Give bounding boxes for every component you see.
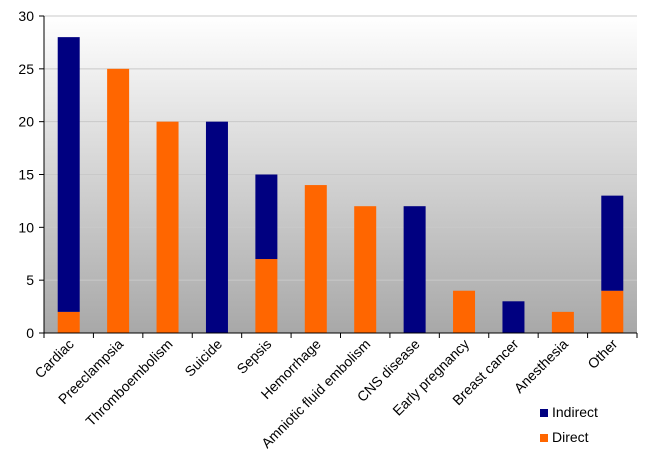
y-tick-label: 5 <box>26 272 34 288</box>
y-tick-label: 20 <box>18 114 34 130</box>
bar-indirect <box>57 37 80 312</box>
bar-direct <box>601 290 624 333</box>
x-category-label: Other <box>584 336 620 372</box>
gridlines <box>44 15 637 281</box>
legend-swatch-indirect <box>540 409 548 417</box>
bar-direct <box>156 121 179 334</box>
bar-direct <box>255 259 278 333</box>
y-tick-label: 0 <box>26 325 34 341</box>
bar-indirect <box>502 301 525 333</box>
legend-label-direct: Direct <box>552 429 589 445</box>
bar-indirect <box>255 174 278 260</box>
y-tick-labels: 0 5 10 15 20 25 30 <box>18 8 34 341</box>
y-tick-label: 10 <box>18 219 34 235</box>
x-category-label: Anesthesia <box>511 336 571 396</box>
x-category-label: Sepsis <box>233 336 274 377</box>
bar-indirect <box>403 206 426 333</box>
bar-direct <box>304 185 327 333</box>
bar-direct <box>107 68 130 333</box>
bar-indirect <box>205 121 228 334</box>
legend-swatch-direct <box>540 434 548 442</box>
legend-label-indirect: Indirect <box>552 404 598 420</box>
axes <box>39 15 638 338</box>
bar-indirect <box>601 195 624 291</box>
y-tick-label: 25 <box>18 61 34 77</box>
bars <box>57 37 624 334</box>
x-category-label: Suicide <box>181 336 225 380</box>
bar-direct <box>551 311 574 333</box>
bar-direct <box>453 290 476 333</box>
bar-direct <box>354 206 377 333</box>
legend: Indirect Direct <box>540 404 598 445</box>
x-category-label: Thromboembolism <box>82 336 175 429</box>
y-tick-label: 30 <box>18 8 34 24</box>
bar-direct <box>57 311 80 333</box>
y-tick-label: 15 <box>18 167 34 183</box>
x-category-label: Cardiac <box>31 336 76 381</box>
